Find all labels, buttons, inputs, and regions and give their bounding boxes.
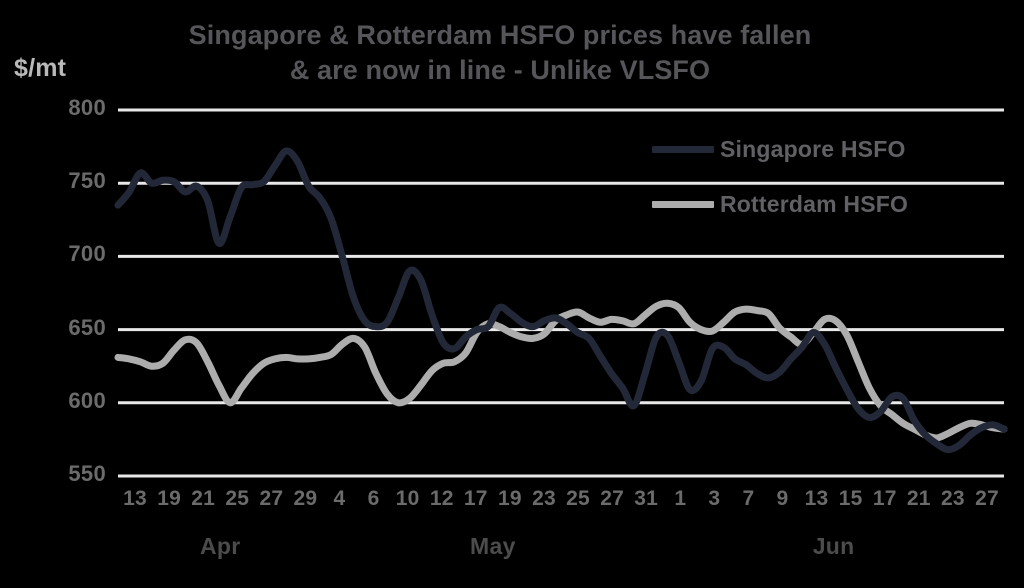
- x-axis-tick-label: 31: [634, 487, 659, 510]
- x-axis-tick-label: 6: [367, 487, 380, 510]
- x-axis-tick-label: 25: [566, 487, 590, 510]
- legend-item-singapore[interactable]: Singapore HSFO: [652, 136, 908, 163]
- x-axis-tick-label: 13: [804, 487, 829, 510]
- y-axis-tick-label: 650: [68, 314, 106, 340]
- y-axis-tick-label: 700: [68, 241, 106, 267]
- y-axis-tick-label: 800: [68, 95, 106, 120]
- x-axis-tick-label: 17: [463, 487, 488, 510]
- x-axis-tick-label: 12: [429, 487, 454, 510]
- y-axis-unit-label: $/mt: [14, 54, 67, 82]
- x-axis-month-label: May: [470, 533, 516, 559]
- legend-item-rotterdam[interactable]: Rotterdam HSFO: [652, 191, 908, 218]
- x-axis-tick-label: 17: [872, 487, 897, 510]
- x-axis-tick-label: 10: [395, 487, 420, 510]
- x-axis-tick-label: 27: [600, 487, 624, 510]
- x-axis-month-label: Jun: [812, 533, 855, 559]
- x-axis-tick-label: 23: [532, 487, 556, 510]
- legend-swatch-rotterdam: [652, 201, 714, 208]
- x-axis-tick-label: 4: [333, 487, 346, 510]
- x-axis-month-label: Apr: [199, 533, 241, 559]
- legend-label-singapore: Singapore HSFO: [720, 136, 906, 162]
- x-axis-tick-label: 13: [123, 487, 147, 510]
- x-axis-tick-label: 19: [157, 487, 181, 510]
- x-axis-tick-label: 21: [906, 487, 931, 510]
- x-axis-tick-label: 7: [742, 487, 755, 510]
- x-axis-tick-label: 27: [975, 487, 999, 510]
- y-axis-tick-label: 600: [68, 387, 106, 413]
- x-axis-tick-label: 3: [708, 487, 721, 510]
- y-axis-tick-label: 750: [68, 168, 106, 194]
- x-axis-tick-label: 29: [293, 487, 318, 510]
- y-axis-tick-label: 550: [68, 461, 106, 486]
- x-axis-tick-label: 25: [225, 487, 250, 510]
- x-axis-tick-label: 15: [838, 487, 863, 510]
- x-axis-tick-label: 19: [497, 487, 522, 510]
- legend-swatch-singapore: [652, 146, 714, 153]
- series-line-singapore: [114, 147, 1008, 454]
- chart-legend: Singapore HSFO Rotterdam HSFO: [652, 136, 908, 218]
- x-axis-tick-label: 27: [259, 487, 284, 510]
- x-axis-tick-label: 21: [191, 487, 216, 510]
- legend-label-rotterdam: Rotterdam HSFO: [720, 191, 909, 217]
- x-axis-tick-label: 23: [940, 487, 965, 510]
- x-axis-tick-label: 1: [674, 487, 687, 510]
- x-axis-tick-label: 9: [776, 487, 789, 510]
- chart-title: Singapore & Rotterdam HSFO prices have f…: [188, 20, 812, 85]
